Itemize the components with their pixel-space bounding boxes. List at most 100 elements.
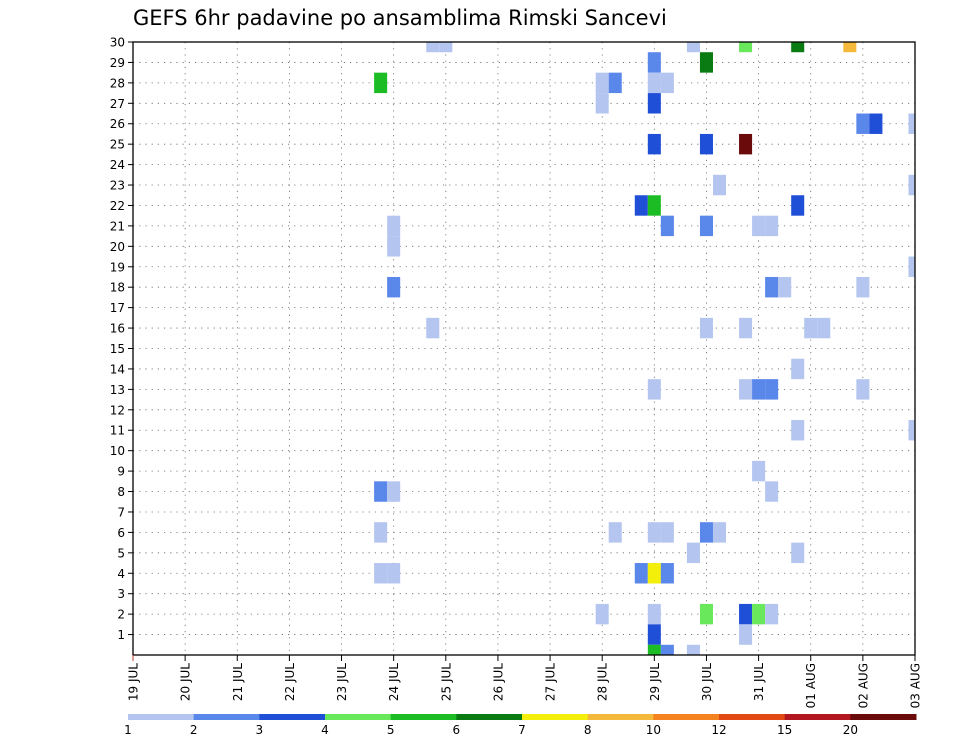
x-tick-label: 03 AUG <box>909 663 923 708</box>
heatmap-cell <box>660 522 674 543</box>
x-tick-label: 30 JUL <box>700 663 714 701</box>
y-tick-label: 4 <box>117 567 125 581</box>
y-tick-label: 14 <box>110 362 125 376</box>
heatmap-cell <box>660 563 674 584</box>
x-tick-label: 25 JUL <box>439 663 453 701</box>
heatmap-cell <box>647 603 661 625</box>
heatmap-cell <box>426 317 440 339</box>
heatmap-cell <box>752 215 766 237</box>
x-tick-label: 20 JUL <box>179 663 193 701</box>
heatmap-cell <box>387 563 401 584</box>
y-tick-label: 22 <box>110 199 125 213</box>
x-tick-label: 27 JUL <box>544 663 558 701</box>
heatmap-cell <box>374 72 388 94</box>
x-tick-label: 02 AUG <box>856 663 870 708</box>
heatmap-cell <box>856 379 870 400</box>
y-tick-label: 28 <box>110 76 125 90</box>
heatmap-cell <box>647 133 661 155</box>
heatmap-cell <box>739 624 753 645</box>
heatmap-cells <box>374 42 915 655</box>
colorbar-segment <box>784 714 851 720</box>
heatmap-cell <box>595 603 609 625</box>
x-tick-label: 22 JUL <box>283 663 297 701</box>
y-tick-label: 19 <box>110 260 125 274</box>
colorbar-segment <box>193 714 260 720</box>
colorbar-segment <box>128 714 195 720</box>
heatmap-cell <box>791 420 805 441</box>
colorbar-label: 20 <box>843 723 858 737</box>
heatmap-cell <box>739 42 753 53</box>
heatmap-cell <box>699 317 713 339</box>
heatmap-cell <box>765 215 779 237</box>
heatmap-cell <box>739 603 753 625</box>
heatmap-cell <box>752 379 766 400</box>
heatmap-cell <box>660 72 674 94</box>
heatmap-cell <box>387 481 401 502</box>
heatmap-cell <box>791 195 805 216</box>
heatmap-cell <box>752 603 766 625</box>
heatmap-cell <box>595 72 609 94</box>
colorbar-label: 6 <box>453 723 461 737</box>
heatmap-cell <box>647 624 661 645</box>
colorbar-label: 2 <box>190 723 198 737</box>
x-tick-label: 29 JUL <box>648 663 662 701</box>
y-tick-label: 10 <box>110 444 125 458</box>
y-tick-label: 6 <box>117 526 125 540</box>
y-tick-label: 9 <box>117 465 125 479</box>
x-tick-label: 26 JUL <box>491 663 505 701</box>
y-tick-label: 20 <box>110 240 125 254</box>
colorbar-label: 7 <box>518 723 526 737</box>
y-tick-label: 27 <box>110 97 125 111</box>
heatmap-cell <box>699 603 713 625</box>
x-tick-label: 21 JUL <box>231 663 245 701</box>
heatmap-cell <box>634 195 648 216</box>
heatmap-cell <box>647 522 661 543</box>
heatmap-cell <box>660 215 674 237</box>
y-tick-label: 5 <box>117 546 125 560</box>
heatmap-cell <box>856 276 870 298</box>
heatmap-cell <box>439 42 453 53</box>
heatmap-cell <box>765 379 779 400</box>
heatmap-cell <box>712 174 727 196</box>
heatmap-cell <box>387 236 401 257</box>
heatmap-cell <box>647 379 661 400</box>
colorbar-label: 4 <box>321 723 329 737</box>
x-tick-label: 01 AUG <box>804 663 818 708</box>
heatmap-cell <box>778 276 792 298</box>
y-tick-label: 29 <box>110 56 125 70</box>
colorbar-segment <box>325 714 392 720</box>
heatmap-cell <box>765 603 779 625</box>
y-tick-label: 7 <box>117 505 125 519</box>
colorbar-label: 12 <box>711 723 726 737</box>
heatmap-cell <box>804 317 818 339</box>
x-tick-label: 31 JUL <box>752 663 766 701</box>
heatmap-cell <box>869 113 883 134</box>
y-tick-label: 24 <box>110 158 125 172</box>
heatmap-cell <box>908 256 915 277</box>
x-tick-label: 28 JUL <box>596 663 610 701</box>
y-tick-label: 13 <box>110 383 125 397</box>
heatmap-cell <box>686 42 700 53</box>
y-tick-label: 8 <box>117 485 125 499</box>
y-tick-label: 26 <box>110 117 125 131</box>
heatmap-cell <box>791 542 805 564</box>
heatmap-cell <box>374 522 388 543</box>
colorbar: 1 2 3 4 5 6 7 8 10 12 15 20 <box>124 714 917 737</box>
heatmap-cell <box>608 72 622 94</box>
colorbar-label: 10 <box>646 723 661 737</box>
colorbar-segment <box>719 714 786 720</box>
heatmap-cell <box>699 522 713 543</box>
colorbar-label: 15 <box>777 723 792 737</box>
y-tick-label: 3 <box>117 587 125 601</box>
y-tick-label: 12 <box>110 403 125 417</box>
heatmap-cell <box>595 93 609 114</box>
heatmap-cell <box>752 460 766 482</box>
heatmap-cell <box>765 276 779 298</box>
heatmap-cell <box>387 215 401 237</box>
y-axis: 1234567891011121314151617181920212223242… <box>110 36 133 642</box>
heatmap-cell <box>765 481 779 502</box>
colorbar-segment <box>522 714 589 720</box>
heatmap-cell <box>647 72 661 94</box>
y-tick-label: 18 <box>110 281 125 295</box>
